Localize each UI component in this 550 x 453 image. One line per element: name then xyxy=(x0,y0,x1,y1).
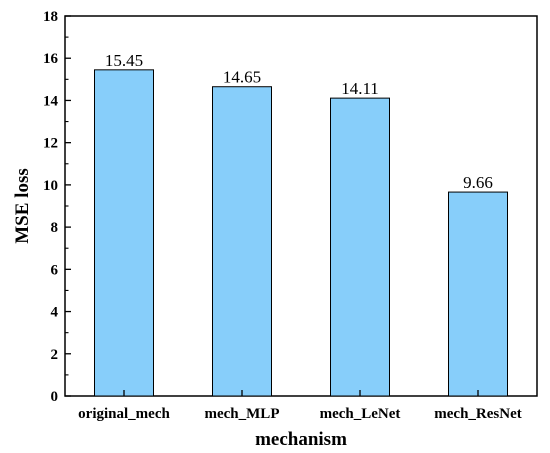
y-tick-label: 14 xyxy=(43,93,59,109)
data-label-mech_LeNet: 14.11 xyxy=(341,79,379,98)
bar-mech_ResNet xyxy=(448,191,508,397)
y-tick-label: 4 xyxy=(51,305,59,321)
data-label-mech_MLP: 14.65 xyxy=(223,68,261,87)
x-axis-ticks: original_mech mech_MLP mech_LeNet mech_ResN… xyxy=(78,390,522,422)
y-tick-label: 12 xyxy=(43,136,58,152)
data-label-mech_ResNet: 9.66 xyxy=(463,173,493,192)
bar-mech_MLP xyxy=(212,86,272,397)
x-axis-title: mechanism xyxy=(255,429,347,450)
y-tick-label: 8 xyxy=(51,220,59,236)
y-tick-label: 0 xyxy=(51,389,59,405)
y-axis-title: MSE loss xyxy=(12,168,33,244)
bars: 15.45 14.65 14.11 9.66 xyxy=(94,51,508,397)
data-label-original_mech: 15.45 xyxy=(105,51,143,70)
x-tick-label-mech_LeNet: mech_LeNet xyxy=(320,406,401,422)
y-tick-label: 2 xyxy=(51,347,59,363)
y-axis-ticks: 0 2 4 6 8 10 12 14 16 18 xyxy=(43,9,71,405)
y-tick-label: 10 xyxy=(43,178,58,194)
bar-original_mech xyxy=(94,69,154,397)
y-tick-label: 6 xyxy=(51,262,59,278)
x-tick-label-original_mech: original_mech xyxy=(78,406,170,422)
y-tick-label: 18 xyxy=(43,9,58,25)
x-tick-label-mech_ResNet: mech_ResNet xyxy=(434,406,521,422)
bar-mech_LeNet xyxy=(330,97,390,397)
y-tick-label: 16 xyxy=(43,51,59,67)
x-tick-label-mech_MLP: mech_MLP xyxy=(205,406,280,422)
